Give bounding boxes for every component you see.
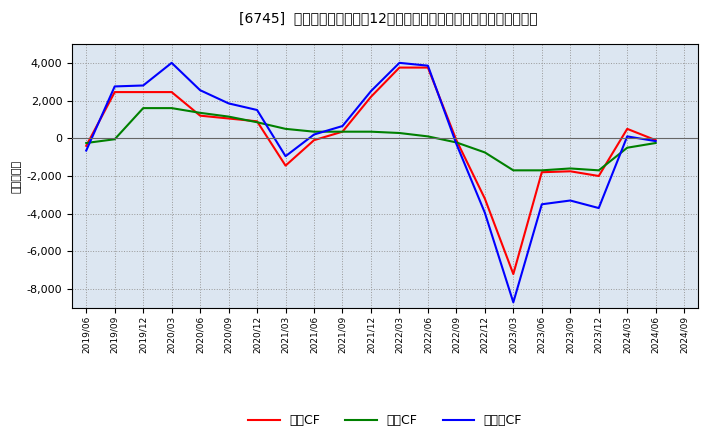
フリーCF xyxy=(338,123,347,128)
フリーCF xyxy=(196,88,204,93)
フリーCF xyxy=(82,148,91,153)
フリーCF xyxy=(423,63,432,68)
営業CF xyxy=(537,169,546,175)
フリーCF xyxy=(395,60,404,66)
投資CF xyxy=(623,145,631,150)
営業CF xyxy=(282,163,290,168)
フリーCF xyxy=(225,101,233,106)
Text: [6745]  キャッシュフローの12か月移動合計の対前年同期増減額の推移: [6745] キャッシュフローの12か月移動合計の対前年同期増減額の推移 xyxy=(240,11,538,25)
投資CF xyxy=(423,134,432,139)
Line: フリーCF: フリーCF xyxy=(86,63,656,302)
営業CF xyxy=(338,129,347,134)
営業CF xyxy=(82,143,91,148)
営業CF xyxy=(595,173,603,179)
フリーCF xyxy=(110,84,119,89)
投資CF xyxy=(595,168,603,173)
投資CF xyxy=(338,129,347,134)
営業CF xyxy=(110,89,119,95)
営業CF xyxy=(623,126,631,132)
フリーCF xyxy=(480,210,489,216)
営業CF xyxy=(480,196,489,201)
フリーCF xyxy=(282,154,290,159)
フリーCF xyxy=(452,141,461,147)
営業CF xyxy=(366,94,375,99)
フリーCF xyxy=(310,132,318,137)
投資CF xyxy=(82,140,91,146)
フリーCF xyxy=(566,198,575,203)
営業CF xyxy=(509,271,518,277)
投資CF xyxy=(566,166,575,171)
投資CF xyxy=(167,106,176,111)
フリーCF xyxy=(366,88,375,94)
投資CF xyxy=(366,129,375,134)
投資CF xyxy=(225,114,233,119)
フリーCF xyxy=(167,60,176,66)
投資CF xyxy=(310,129,318,134)
営業CF xyxy=(566,169,575,174)
営業CF xyxy=(196,113,204,118)
営業CF xyxy=(225,116,233,121)
Y-axis label: （百万円）: （百万円） xyxy=(11,159,21,193)
投資CF xyxy=(253,120,261,125)
投資CF xyxy=(452,140,461,145)
Line: 営業CF: 営業CF xyxy=(86,68,656,274)
投資CF xyxy=(282,126,290,132)
フリーCF xyxy=(537,202,546,207)
営業CF xyxy=(310,138,318,143)
投資CF xyxy=(196,110,204,115)
投資CF xyxy=(110,136,119,142)
フリーCF xyxy=(623,134,631,139)
投資CF xyxy=(537,168,546,173)
フリーCF xyxy=(509,300,518,305)
営業CF xyxy=(395,65,404,70)
営業CF xyxy=(652,138,660,143)
フリーCF xyxy=(253,107,261,113)
投資CF xyxy=(139,106,148,111)
投資CF xyxy=(652,140,660,146)
フリーCF xyxy=(595,205,603,211)
投資CF xyxy=(480,150,489,155)
営業CF xyxy=(139,89,148,95)
営業CF xyxy=(423,65,432,70)
Line: 投資CF: 投資CF xyxy=(86,108,656,170)
投資CF xyxy=(395,130,404,136)
投資CF xyxy=(509,168,518,173)
営業CF xyxy=(452,138,461,143)
Legend: 営業CF, 投資CF, フリーCF: 営業CF, 投資CF, フリーCF xyxy=(243,409,527,432)
営業CF xyxy=(167,89,176,95)
フリーCF xyxy=(652,139,660,144)
営業CF xyxy=(253,119,261,124)
フリーCF xyxy=(139,83,148,88)
